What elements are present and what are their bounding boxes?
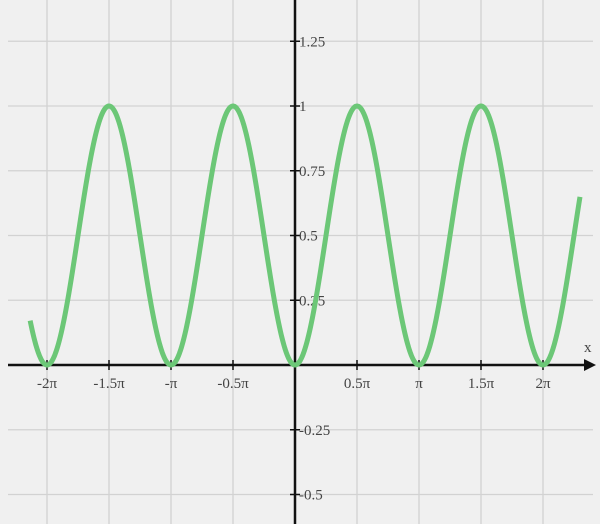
x-tick-label: 0.5π — [344, 376, 371, 392]
x-tick-label: π — [415, 376, 423, 392]
x-axis-arrow — [584, 359, 596, 371]
y-tick-label: 0.75 — [299, 164, 325, 180]
y-tick-label: -0.25 — [299, 423, 330, 439]
x-tick-label: 2π — [535, 376, 551, 392]
axes — [8, 0, 596, 524]
x-axis-label: x — [584, 340, 592, 356]
curve-layer — [27, 103, 583, 368]
y-tick-label: 1.25 — [299, 34, 325, 50]
grid — [8, 0, 593, 524]
x-tick-label: -2π — [37, 376, 57, 392]
y-tick-label: -0.5 — [299, 488, 323, 504]
y-tick-label: 1 — [299, 99, 307, 115]
x-tick-label: 1.5π — [468, 376, 495, 392]
x-tick-label: -0.5π — [217, 376, 249, 392]
y-tick-label: 0.5 — [299, 229, 318, 245]
series-line — [27, 103, 583, 368]
x-tick-label: -π — [165, 376, 178, 392]
x-tick-label: -1.5π — [93, 376, 125, 392]
